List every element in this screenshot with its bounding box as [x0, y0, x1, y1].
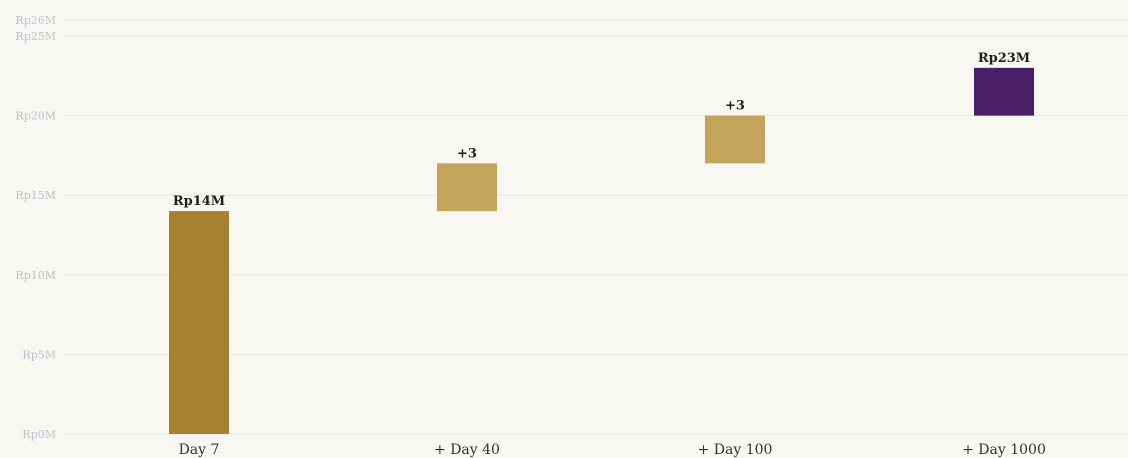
- bar-3: [974, 67, 1034, 116]
- y-tick-label-1: Rp5M: [22, 348, 56, 361]
- x-tick-label-0: Day 7: [179, 442, 220, 458]
- data-label-1: +3: [457, 146, 477, 161]
- y-tick-label-0: Rp0M: [22, 428, 56, 441]
- x-tick-label-3: + Day 1000: [962, 442, 1046, 458]
- data-label-2: +3: [725, 99, 745, 114]
- y-tick-label-6: Rp26M: [15, 14, 56, 27]
- data-label-0: Rp14M: [173, 194, 225, 209]
- bar-0: [169, 211, 229, 434]
- bar-1: [437, 163, 497, 212]
- x-tick-label-1: + Day 40: [434, 442, 500, 458]
- y-tick-label-5: Rp25M: [15, 30, 56, 43]
- y-tick-label-3: Rp15M: [15, 189, 56, 202]
- y-tick-label-4: Rp20M: [15, 110, 56, 123]
- bar-2: [705, 115, 765, 164]
- data-label-3: Rp23M: [978, 51, 1030, 66]
- y-tick-label-2: Rp10M: [15, 269, 56, 282]
- x-tick-label-2: + Day 100: [698, 442, 773, 458]
